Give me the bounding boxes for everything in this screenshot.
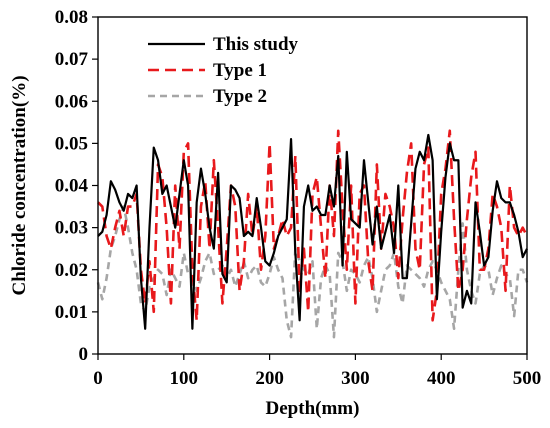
legend-label-type-2: Type 2 [213,86,267,107]
x-axis: 0 100 200 300 400 500 [93,354,541,389]
y-tick-label: 0.01 [55,302,88,323]
y-tick-label: 0.02 [55,260,88,281]
x-tick-label: 100 [170,368,199,389]
legend-label-type-1: Type 1 [213,60,267,81]
y-tick-label: 0.05 [55,133,88,154]
legend: This study Type 1 Type 2 [148,34,299,107]
x-axis-label: Depth(mm) [266,398,360,419]
y-tick-label: 0.06 [55,91,88,112]
x-tick-label: 500 [513,368,542,389]
x-tick-label: 0 [93,368,103,389]
x-tick-label: 200 [255,368,284,389]
series-layer [96,129,529,339]
y-tick-label: 0.04 [55,176,89,197]
y-tick-label: 0.07 [55,49,89,70]
y-axis-label: Chloride concentration(%) [9,75,30,295]
x-tick-label: 300 [341,368,370,389]
y-tick-label: 0.03 [55,218,88,239]
series-line-type-1 [97,129,529,322]
y-axis: 0 0.01 0.02 0.03 0.04 0.05 0.06 0.07 0.08 [55,7,98,365]
y-tick-label: 0 [79,344,89,365]
y-tick-label: 0.08 [55,7,88,28]
x-tick-label: 400 [427,368,456,389]
legend-label-this-study: This study [213,34,299,55]
series-line-this-study [97,133,528,330]
plot-area [96,16,529,355]
series-line-type-2 [96,205,529,339]
